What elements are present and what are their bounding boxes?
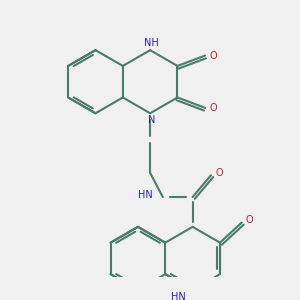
Text: NH: NH: [144, 38, 159, 48]
Text: HN: HN: [138, 190, 152, 200]
Text: N: N: [148, 115, 155, 125]
Text: O: O: [209, 103, 217, 113]
Text: O: O: [209, 51, 217, 61]
Text: O: O: [215, 168, 223, 178]
Text: O: O: [246, 215, 253, 225]
Text: HN: HN: [171, 292, 186, 300]
